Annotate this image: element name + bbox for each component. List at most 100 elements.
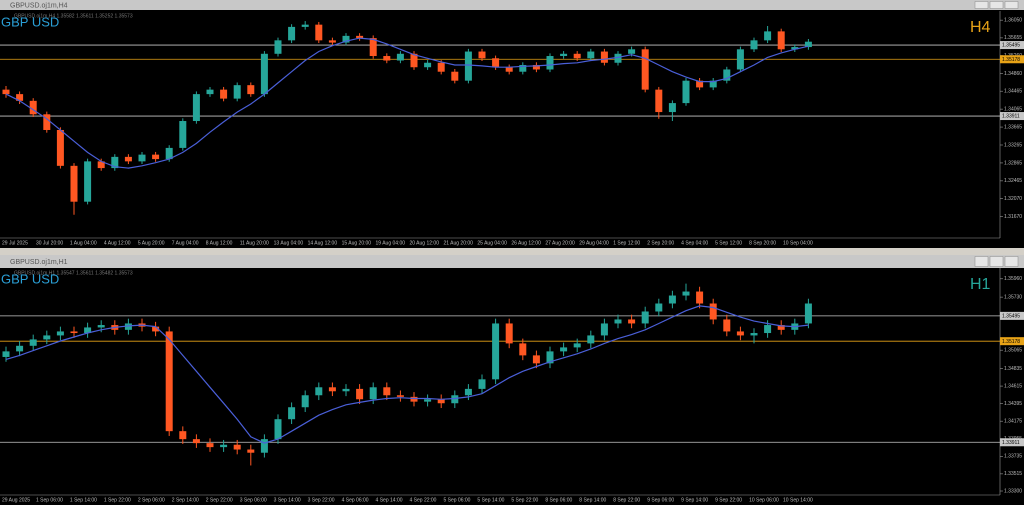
price-level-box xyxy=(1000,311,1024,320)
candle-body xyxy=(804,303,812,324)
candle-body xyxy=(206,89,214,95)
y-tick-label: 1.31670 xyxy=(1004,214,1022,220)
candle-body xyxy=(573,343,581,348)
close-button[interactable] xyxy=(1004,256,1019,267)
ohlc-info: GBPUSD.oj1m,H4 1.35582 1.35611 1.35252 1… xyxy=(14,13,133,19)
y-tick-label: 1.33665 xyxy=(1004,124,1022,130)
x-tick-label: 4 Aug 12:00 xyxy=(104,240,131,246)
chart-area xyxy=(0,268,1024,505)
y-tick-label: 1.35730 xyxy=(1004,294,1022,300)
candle-body xyxy=(383,387,391,396)
price-level-label: 1.35178 xyxy=(1002,339,1020,345)
y-tick-label: 1.34175 xyxy=(1004,419,1022,425)
window-title: GBPUSD.oj1m,H1 xyxy=(10,259,68,266)
price-level-label: 1.33911 xyxy=(1002,440,1020,446)
candle-body xyxy=(600,323,608,336)
candle-body xyxy=(709,303,717,320)
y-tick-label: 1.33265 xyxy=(1004,142,1022,148)
candle-body xyxy=(655,303,663,312)
candle-body xyxy=(328,40,336,43)
x-tick-label: 26 Aug 12:00 xyxy=(511,240,541,246)
x-tick-label: 9 Sep 06:00 xyxy=(647,497,674,503)
candle-body xyxy=(274,419,282,440)
candle-body xyxy=(478,51,486,59)
candle-body xyxy=(519,64,527,72)
symbol-label: GBP USD xyxy=(1,271,59,286)
x-tick-label: 1 Sep 22:00 xyxy=(104,497,131,503)
price-level-label: 1.35495 xyxy=(1002,43,1020,49)
maximize-button[interactable] xyxy=(989,1,1004,9)
x-tick-label: 2 Sep 06:00 xyxy=(138,497,165,503)
candle-body xyxy=(437,62,445,72)
close-button[interactable] xyxy=(1004,1,1019,9)
candle-body xyxy=(736,331,744,336)
candle-body xyxy=(723,69,731,81)
candle-body xyxy=(451,395,459,404)
x-tick-label: 3 Sep 14:00 xyxy=(274,497,301,503)
minimize-button[interactable] xyxy=(974,1,989,9)
candle-body xyxy=(750,40,758,50)
candle-body xyxy=(396,53,404,61)
x-tick-label: 10 Sep 06:00 xyxy=(749,497,779,503)
candle-body xyxy=(764,325,772,334)
candle-body xyxy=(369,38,377,57)
candle-body xyxy=(696,291,704,304)
candle-body xyxy=(532,64,540,70)
candle-body xyxy=(16,345,24,352)
title-bar xyxy=(0,0,1024,10)
candle-body xyxy=(723,319,731,332)
y-tick-label: 1.32865 xyxy=(1004,160,1022,166)
candle-body xyxy=(165,331,173,432)
title-bar xyxy=(0,255,1024,268)
x-tick-label: 2 Sep 14:00 xyxy=(172,497,199,503)
candle-body xyxy=(356,35,364,39)
candle-body xyxy=(165,147,173,160)
x-tick-label: 4 Sep 14:00 xyxy=(376,497,403,503)
candle-body xyxy=(614,319,622,324)
x-tick-label: 2 Sep 20:00 xyxy=(647,240,674,246)
candle-body xyxy=(288,407,296,420)
x-tick-label: 5 Aug 20:00 xyxy=(138,240,165,246)
x-tick-label: 11 Aug 20:00 xyxy=(240,240,269,246)
y-tick-label: 1.33515 xyxy=(1004,471,1022,477)
price-level-box xyxy=(1000,337,1024,346)
y-tick-label: 1.34835 xyxy=(1004,366,1022,372)
x-tick-label: 3 Sep 06:00 xyxy=(240,497,267,503)
x-tick-label: 4 Sep 04:00 xyxy=(681,240,708,246)
y-tick-label: 1.32070 xyxy=(1004,196,1022,202)
y-tick-label: 1.33300 xyxy=(1004,488,1022,494)
candle-body xyxy=(70,165,78,202)
window-title: GBPUSD.oj1m,H4 xyxy=(10,2,68,9)
candle-body xyxy=(451,71,459,81)
candle-body xyxy=(288,26,296,41)
x-tick-label: 30 Jul 20:00 xyxy=(36,240,63,246)
candle-body xyxy=(247,85,255,95)
candle-body xyxy=(342,35,350,43)
y-tick-label: 1.35655 xyxy=(1004,35,1022,41)
candle-body xyxy=(152,326,160,332)
candle-body xyxy=(138,154,146,162)
x-tick-label: 5 Sep 14:00 xyxy=(477,497,504,503)
maximize-button[interactable] xyxy=(989,256,1004,267)
candle-body xyxy=(464,51,472,81)
x-tick-label: 14 Aug 12:00 xyxy=(308,240,338,246)
candle-body xyxy=(396,395,404,397)
candle-body xyxy=(655,89,663,113)
symbol-label: GBP USD xyxy=(1,14,59,29)
candle-body xyxy=(111,156,119,169)
candle-body xyxy=(233,444,241,450)
y-tick-label: 1.35960 xyxy=(1004,276,1022,282)
candle-body xyxy=(233,85,241,99)
candle-body xyxy=(16,94,24,101)
minimize-button[interactable] xyxy=(974,256,989,267)
candle-body xyxy=(696,80,704,88)
timeframe-label: H4 xyxy=(970,19,991,36)
x-tick-label: 20 Aug 12:00 xyxy=(410,240,440,246)
candle-body xyxy=(124,323,132,330)
candle-body xyxy=(247,449,255,453)
candle-body xyxy=(383,56,391,61)
candle-body xyxy=(342,388,350,392)
candle-body xyxy=(124,156,132,162)
